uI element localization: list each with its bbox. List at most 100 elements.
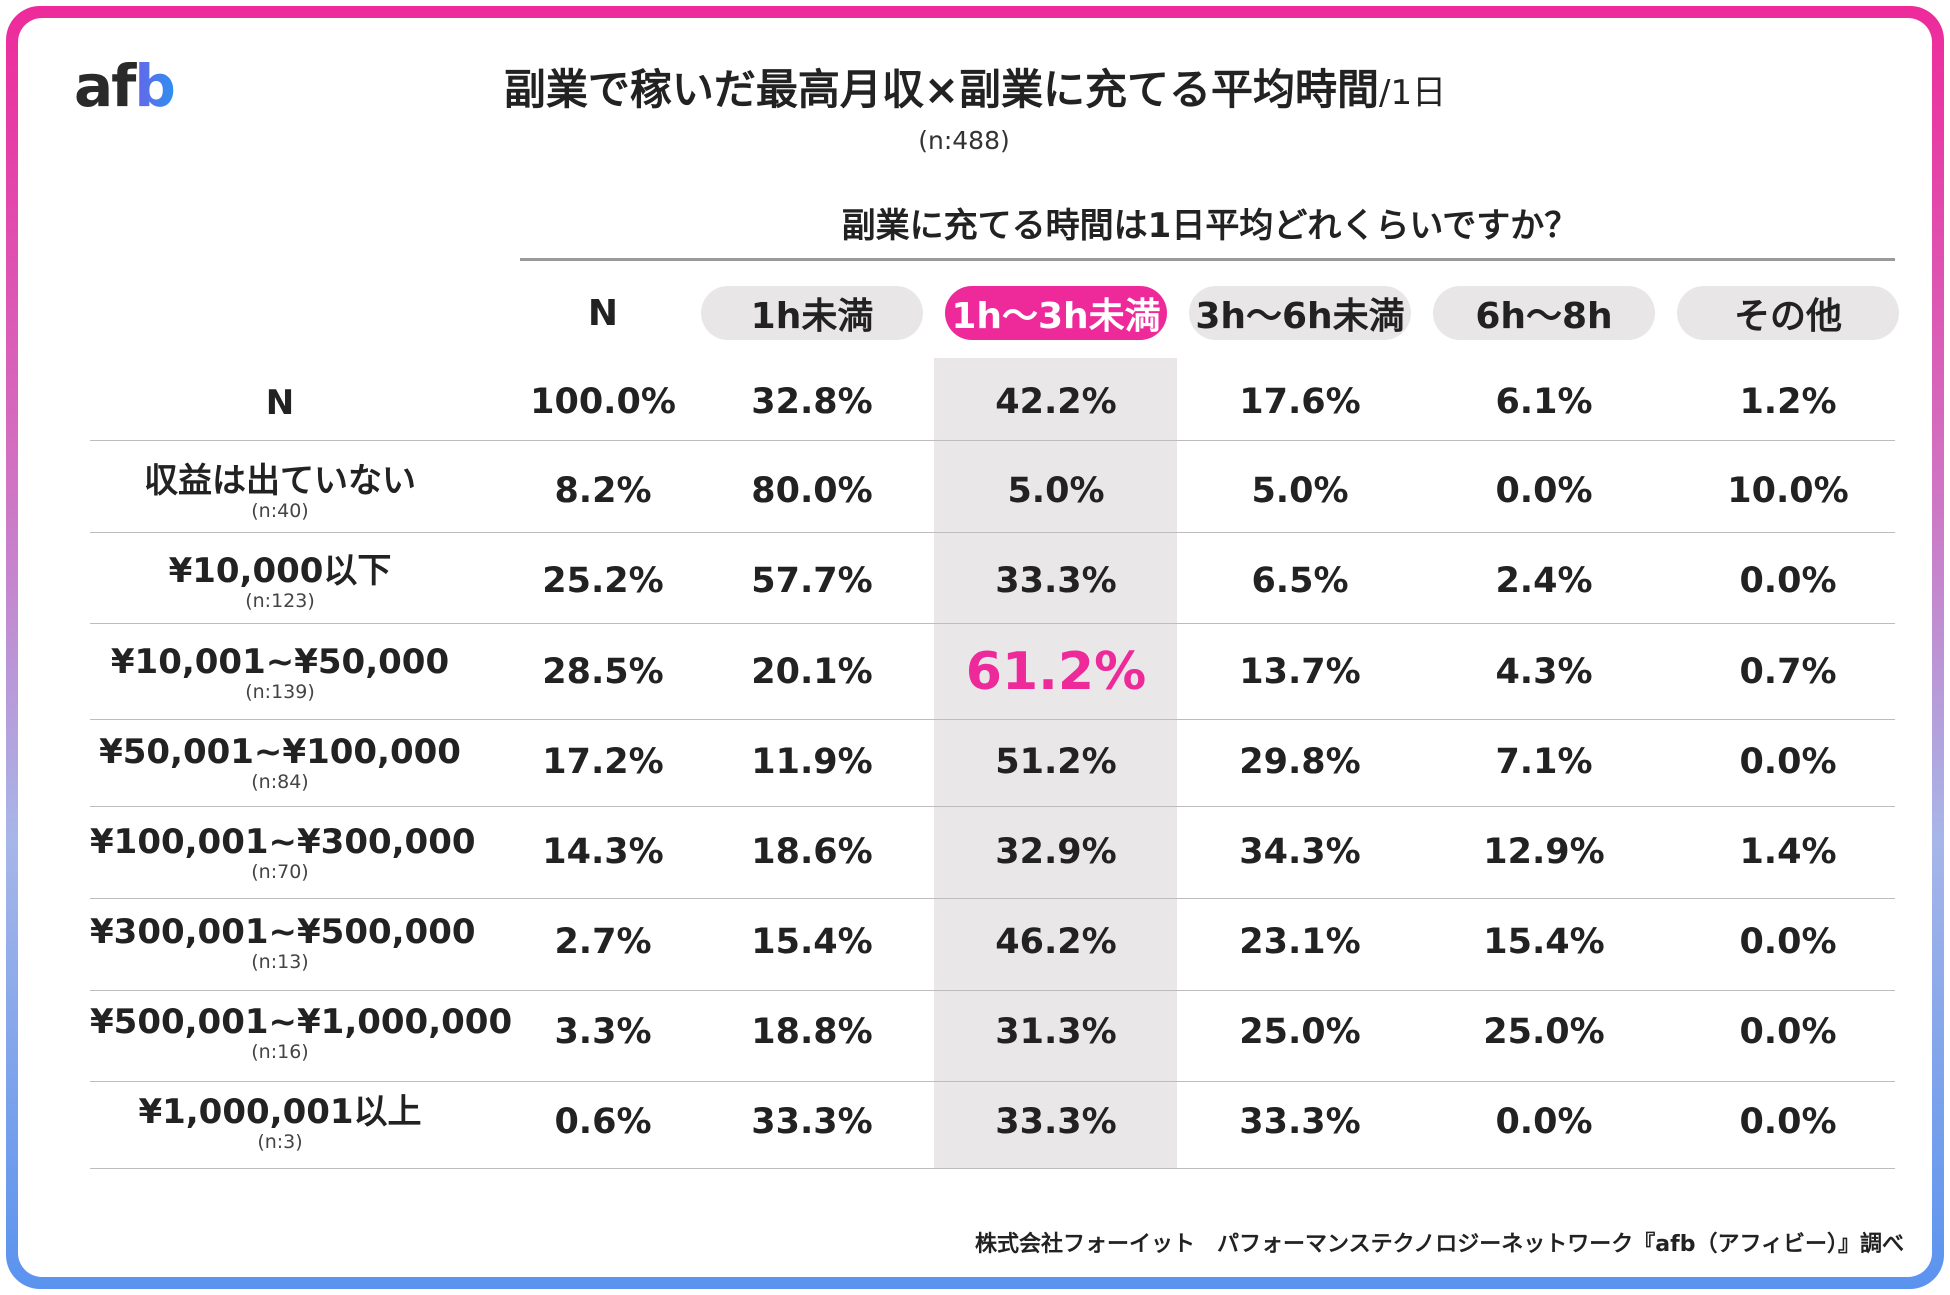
value-cell: 8.2% xyxy=(554,471,652,511)
value-cell: 0.6% xyxy=(554,1102,652,1142)
row-divider xyxy=(90,719,1895,720)
value-cell: 0.0% xyxy=(1739,1102,1837,1142)
row-divider xyxy=(90,806,1895,807)
value-cell: 0.0% xyxy=(1739,922,1837,962)
row-label: ¥300,001~¥500,000 (n:13) xyxy=(90,912,476,973)
value-cell: 0.0% xyxy=(1495,471,1593,511)
value-cell: 14.3% xyxy=(542,832,664,872)
column-header-4: 6h～8h xyxy=(1433,286,1655,340)
value-cell: 0.7% xyxy=(1739,652,1837,692)
value-cell: 29.8% xyxy=(1239,742,1361,782)
row-sample-size: (n:70) xyxy=(251,861,309,883)
value-cell: 25.2% xyxy=(542,561,664,601)
row-sample-size: (n:3) xyxy=(257,1131,303,1153)
value-cell: 17.2% xyxy=(542,742,664,782)
row-sample-size: (n:13) xyxy=(251,951,309,973)
row-sample-size: (n:40) xyxy=(251,500,309,522)
row-label-text: ¥100,001~¥300,000 xyxy=(90,822,476,862)
row-divider xyxy=(90,623,1895,624)
value-cell: 1.4% xyxy=(1739,832,1837,872)
row-sample-size: (n:139) xyxy=(245,681,315,703)
value-cell: 17.6% xyxy=(1239,382,1361,422)
row-divider xyxy=(90,898,1895,899)
row-sample-size: (n:84) xyxy=(251,771,309,793)
table-question: 副業に充てる時間は1日平均どれくらいですか？ xyxy=(841,206,1579,246)
row-divider xyxy=(90,990,1895,991)
column-header-3: 3h～6h未満 xyxy=(1189,286,1411,340)
value-cell: 10.0% xyxy=(1727,471,1849,511)
row-label: ¥50,001~¥100,000 (n:84) xyxy=(90,733,470,793)
title-main: 副業で稼いだ最高月収×副業に充てる平均時間 xyxy=(503,65,1380,114)
question-divider xyxy=(520,258,1895,261)
row-divider xyxy=(90,532,1895,533)
afb-logo: afb xyxy=(74,52,176,120)
row-label: ¥10,000以下 (n:123) xyxy=(90,552,470,612)
row-label-text: ¥300,001~¥500,000 xyxy=(90,912,476,952)
highlight-column-bg xyxy=(934,358,1177,1168)
value-cell: 6.5% xyxy=(1251,561,1349,601)
row-label: 収益は出ていない (n:40) xyxy=(90,462,470,522)
value-cell: 2.4% xyxy=(1495,561,1593,601)
value-cell: 25.0% xyxy=(1483,1012,1605,1052)
value-cell: 28.5% xyxy=(542,652,664,692)
value-cell: 13.7% xyxy=(1239,652,1361,692)
row-divider xyxy=(90,1168,1895,1169)
value-cell: 18.8% xyxy=(751,1012,873,1052)
row-label: ¥10,001~¥50,000 (n:139) xyxy=(90,643,470,703)
sample-size: (n:488) xyxy=(918,126,1010,155)
value-cell: 1.2% xyxy=(1739,382,1837,422)
value-cell: 51.2% xyxy=(995,742,1117,782)
column-header-2: 1h～3h未満 xyxy=(945,286,1167,340)
value-cell: 2.7% xyxy=(554,922,652,962)
value-cell: 100.0% xyxy=(530,382,676,422)
page-title: 副業で稼いだ最高月収×副業に充てる平均時間/1日 xyxy=(0,62,1950,121)
row-label-text: ¥500,001~¥1,000,000 xyxy=(90,1002,513,1042)
value-cell: 33.3% xyxy=(995,1102,1117,1142)
value-cell: 33.3% xyxy=(995,561,1117,601)
value-cell: 46.2% xyxy=(995,922,1117,962)
value-cell: 80.0% xyxy=(751,471,873,511)
value-cell: 15.4% xyxy=(751,922,873,962)
value-cell: 25.0% xyxy=(1239,1012,1361,1052)
row-label-text: ¥10,000以下 xyxy=(168,551,392,591)
value-cell: 5.0% xyxy=(1251,471,1349,511)
value-cell: 5.0% xyxy=(1007,471,1105,511)
value-cell: 12.9% xyxy=(1483,832,1605,872)
row-sample-size: (n:123) xyxy=(245,590,315,612)
value-cell: 42.2% xyxy=(995,382,1117,422)
row-sample-size: (n:16) xyxy=(251,1041,309,1063)
column-header-5: その他 xyxy=(1677,286,1899,340)
value-cell: 0.0% xyxy=(1495,1102,1593,1142)
row-divider xyxy=(90,1081,1895,1082)
value-cell: 0.0% xyxy=(1739,561,1837,601)
row-label: ¥500,001~¥1,000,000 (n:16) xyxy=(90,1002,513,1063)
value-cell: 0.0% xyxy=(1739,742,1837,782)
source-note: 株式会社フォーイット パフォーマンステクノロジーネットワーク『afb（アフィビー… xyxy=(975,1232,1904,1257)
highlight-value-cell: 61.2% xyxy=(965,641,1147,702)
title-suffix: /1日 xyxy=(1379,73,1447,113)
value-cell: 23.1% xyxy=(1239,922,1361,962)
value-cell: 31.3% xyxy=(995,1012,1117,1052)
value-cell: 18.6% xyxy=(751,832,873,872)
row-label-text: 収益は出ていない xyxy=(144,461,416,501)
column-header-0: N xyxy=(587,292,619,334)
column-header-1: 1h未満 xyxy=(701,286,923,340)
value-cell: 15.4% xyxy=(1483,922,1605,962)
row-label: N xyxy=(90,384,470,422)
row-divider xyxy=(90,440,1895,441)
value-cell: 11.9% xyxy=(751,742,873,782)
value-cell: 7.1% xyxy=(1495,742,1593,782)
value-cell: 4.3% xyxy=(1495,652,1593,692)
value-cell: 3.3% xyxy=(554,1012,652,1052)
value-cell: 57.7% xyxy=(751,561,873,601)
value-cell: 34.3% xyxy=(1239,832,1361,872)
row-label-text: ¥50,001~¥100,000 xyxy=(99,732,461,772)
value-cell: 32.8% xyxy=(751,382,873,422)
value-cell: 0.0% xyxy=(1739,1012,1837,1052)
value-cell: 32.9% xyxy=(995,832,1117,872)
row-label: ¥1,000,001以上 (n:3) xyxy=(90,1093,470,1153)
value-cell: 20.1% xyxy=(751,652,873,692)
row-label: ¥100,001~¥300,000 (n:70) xyxy=(90,822,476,883)
value-cell: 33.3% xyxy=(751,1102,873,1142)
row-label-text: ¥10,001~¥50,000 xyxy=(110,642,450,682)
